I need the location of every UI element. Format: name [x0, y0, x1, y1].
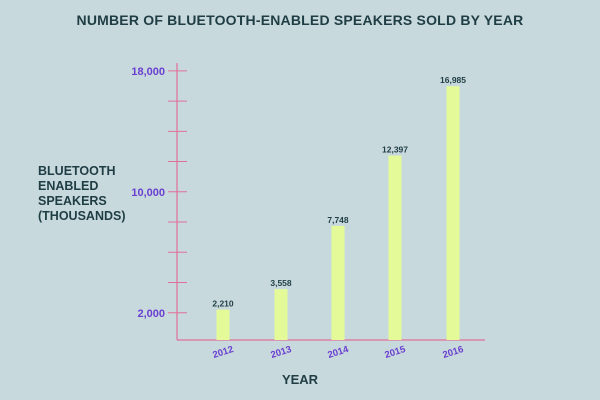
x-axis-label: YEAR: [281, 372, 319, 387]
value-label: 16,985: [440, 75, 466, 85]
value-label: 2,210: [212, 299, 234, 309]
x-tick-label: 2016: [441, 344, 465, 361]
bar-2014: [331, 225, 345, 340]
y-tick-label: 2,000: [137, 308, 165, 320]
y-tick-label: 18,000: [131, 66, 165, 78]
y-tick-label: 10,000: [131, 187, 165, 199]
bar-2016: [446, 86, 460, 340]
y-axis-label: BLUETOOTH ENABLED SPEAKERS (THOUSANDS): [38, 164, 126, 223]
bar-2015: [388, 155, 402, 340]
value-label: 12,397: [382, 145, 408, 155]
value-label: 7,748: [327, 215, 349, 225]
chart-title: NUMBER OF BLUETOOTH-ENABLED SPEAKERS SOL…: [76, 12, 524, 28]
value-label: 3,558: [270, 278, 292, 288]
bar-2013: [274, 289, 288, 340]
x-tick-label: 2013: [269, 344, 293, 361]
x-tick-label: 2014: [326, 344, 350, 361]
x-tick-label: 2012: [211, 344, 235, 361]
bar-2012: [216, 309, 230, 340]
x-tick-label: 2015: [383, 344, 407, 361]
